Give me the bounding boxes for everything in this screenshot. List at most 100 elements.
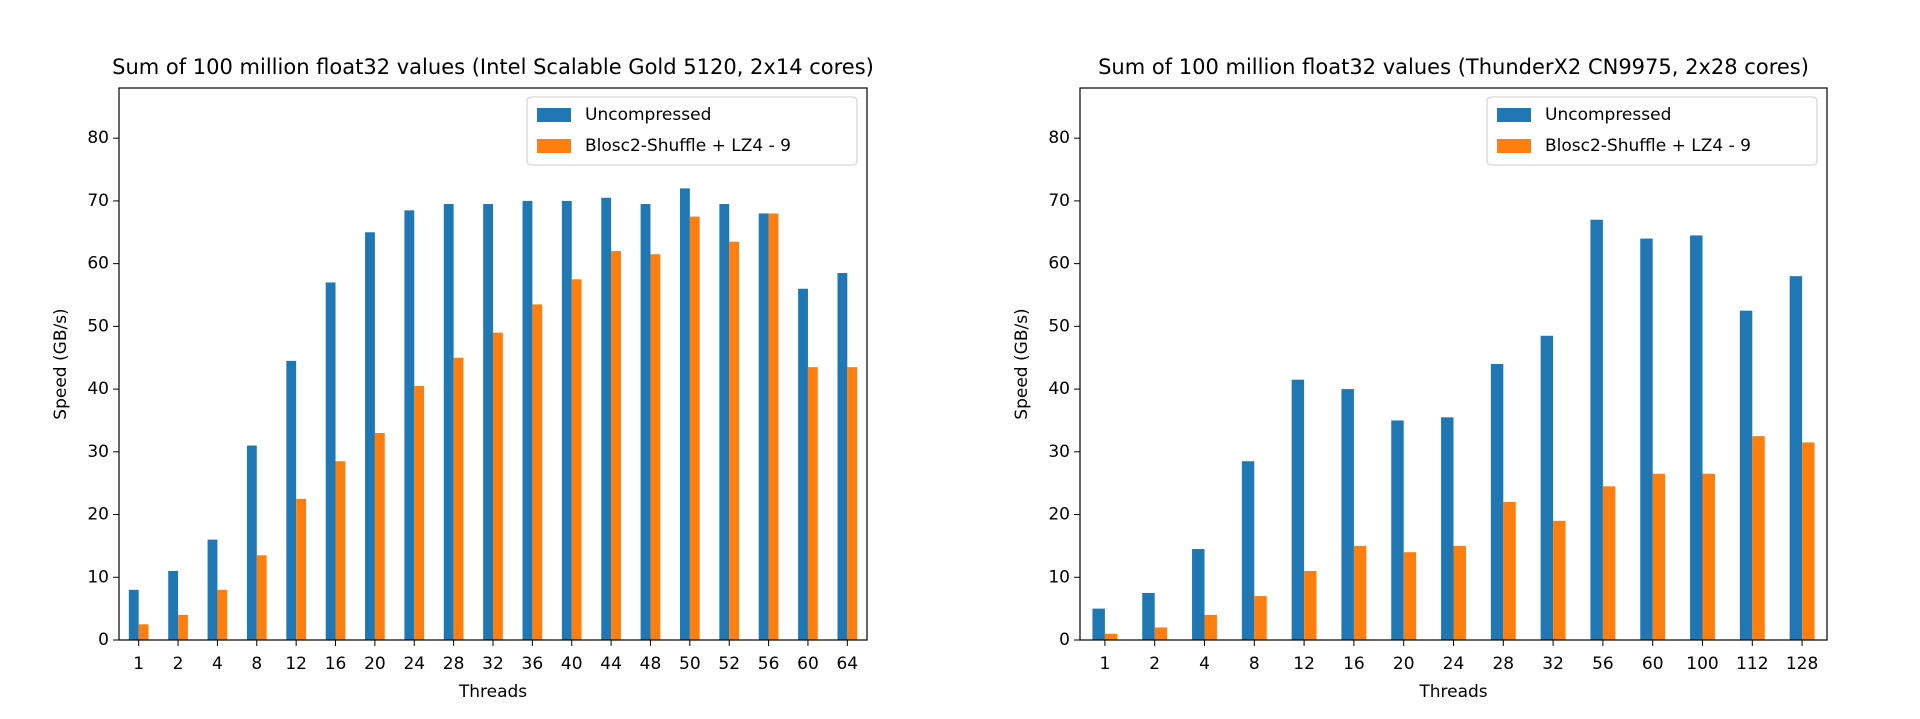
x-tick-label: 4 <box>1199 654 1210 674</box>
bar <box>1403 552 1417 640</box>
bar <box>1690 235 1703 640</box>
y-tick-label: 50 <box>1048 316 1070 336</box>
bar <box>1104 633 1118 640</box>
bar <box>296 498 306 640</box>
bar <box>335 461 346 640</box>
bar <box>1353 545 1367 640</box>
x-tick-label: 1 <box>1099 654 1110 674</box>
bar <box>128 589 139 640</box>
y-tick-label: 0 <box>1059 630 1070 650</box>
bar <box>1291 379 1305 640</box>
bar <box>453 357 464 640</box>
legend-box <box>526 96 858 166</box>
y-tick-label: 80 <box>87 128 109 148</box>
bar <box>1241 461 1255 640</box>
x-tick-label: 40 <box>561 654 583 674</box>
x-tick-label: 16 <box>325 654 347 674</box>
x-tick-label: 1 <box>133 654 144 674</box>
legend-swatch <box>537 139 571 153</box>
y-tick-label: 30 <box>1048 442 1070 462</box>
y-tick-label: 10 <box>1048 567 1070 587</box>
bar <box>1254 596 1267 640</box>
x-tick-label: 24 <box>1443 654 1465 674</box>
bar <box>1640 238 1653 640</box>
bar <box>601 197 612 641</box>
y-tick-label: 60 <box>87 254 109 274</box>
bar <box>532 304 543 640</box>
y-tick-label: 70 <box>1048 191 1070 211</box>
y-axis-label: Speed (GB/s) <box>1012 308 1032 419</box>
bar <box>1789 276 1803 640</box>
bar <box>207 539 218 640</box>
bar <box>246 445 257 640</box>
x-tick-label: 24 <box>403 654 425 674</box>
bar <box>837 273 848 640</box>
x-tick-label: 32 <box>1542 654 1564 674</box>
bar <box>325 282 336 640</box>
x-tick-label: 16 <box>1343 654 1365 674</box>
bar <box>374 433 385 640</box>
bar <box>1752 436 1765 640</box>
x-tick-label: 20 <box>1393 654 1415 674</box>
x-tick-label: 52 <box>718 654 740 674</box>
x-tick-label: 56 <box>1592 654 1614 674</box>
bar <box>1453 545 1466 640</box>
bar <box>807 367 818 640</box>
legend-swatch <box>1497 139 1531 153</box>
x-tick-label: 2 <box>173 654 184 674</box>
x-tick-label: 60 <box>797 654 819 674</box>
x-tick-label: 32 <box>482 654 504 674</box>
x-axis-label: Threads <box>458 682 527 702</box>
bar <box>178 614 188 640</box>
bar <box>1142 592 1155 640</box>
x-tick-label: 48 <box>640 654 662 674</box>
axes-frame <box>1079 87 1828 641</box>
bar <box>729 241 740 640</box>
bar <box>168 571 179 640</box>
bar <box>404 210 415 640</box>
bar <box>689 216 700 640</box>
x-tick-label: 2 <box>1149 654 1160 674</box>
bar <box>1092 608 1105 640</box>
bar <box>217 589 228 640</box>
bar <box>1304 571 1317 640</box>
bar <box>1553 520 1566 640</box>
x-tick-label: 60 <box>1642 654 1664 674</box>
bar <box>611 251 621 640</box>
x-tick-label: 64 <box>836 654 858 674</box>
bar <box>798 288 808 640</box>
legend-label: Blosc2-Shuffle + LZ4 - 9 <box>1545 136 1751 156</box>
x-tick-label: 100 <box>1686 654 1718 674</box>
legend-label: Uncompressed <box>585 105 711 125</box>
bar <box>493 332 503 640</box>
bar <box>256 555 267 640</box>
x-tick-label: 56 <box>758 654 780 674</box>
y-tick-label: 40 <box>87 379 109 399</box>
x-tick-label: 128 <box>1786 654 1818 674</box>
bar <box>650 254 661 640</box>
bar <box>1802 442 1815 640</box>
bar <box>1590 219 1603 640</box>
bar <box>1192 549 1205 640</box>
bar <box>1154 627 1168 640</box>
x-tick-label: 36 <box>522 654 544 674</box>
bar <box>414 385 425 640</box>
y-tick-label: 10 <box>87 567 109 587</box>
x-tick-label: 28 <box>1492 654 1514 674</box>
x-tick-label: 50 <box>679 654 701 674</box>
legend-box <box>1486 96 1818 166</box>
bar <box>483 204 493 640</box>
y-tick-label: 30 <box>87 442 109 462</box>
bar <box>1602 486 1616 640</box>
y-tick-label: 50 <box>87 316 109 336</box>
y-tick-label: 20 <box>87 505 109 525</box>
bar <box>443 204 454 640</box>
x-tick-label: 112 <box>1736 654 1768 674</box>
chart-title: Sum of 100 million float32 values (Intel… <box>112 55 874 79</box>
bar <box>847 367 858 640</box>
x-tick-label: 12 <box>1293 654 1315 674</box>
x-axis-label: Threads <box>1418 682 1487 702</box>
bar <box>138 624 149 640</box>
bar <box>1540 335 1554 640</box>
